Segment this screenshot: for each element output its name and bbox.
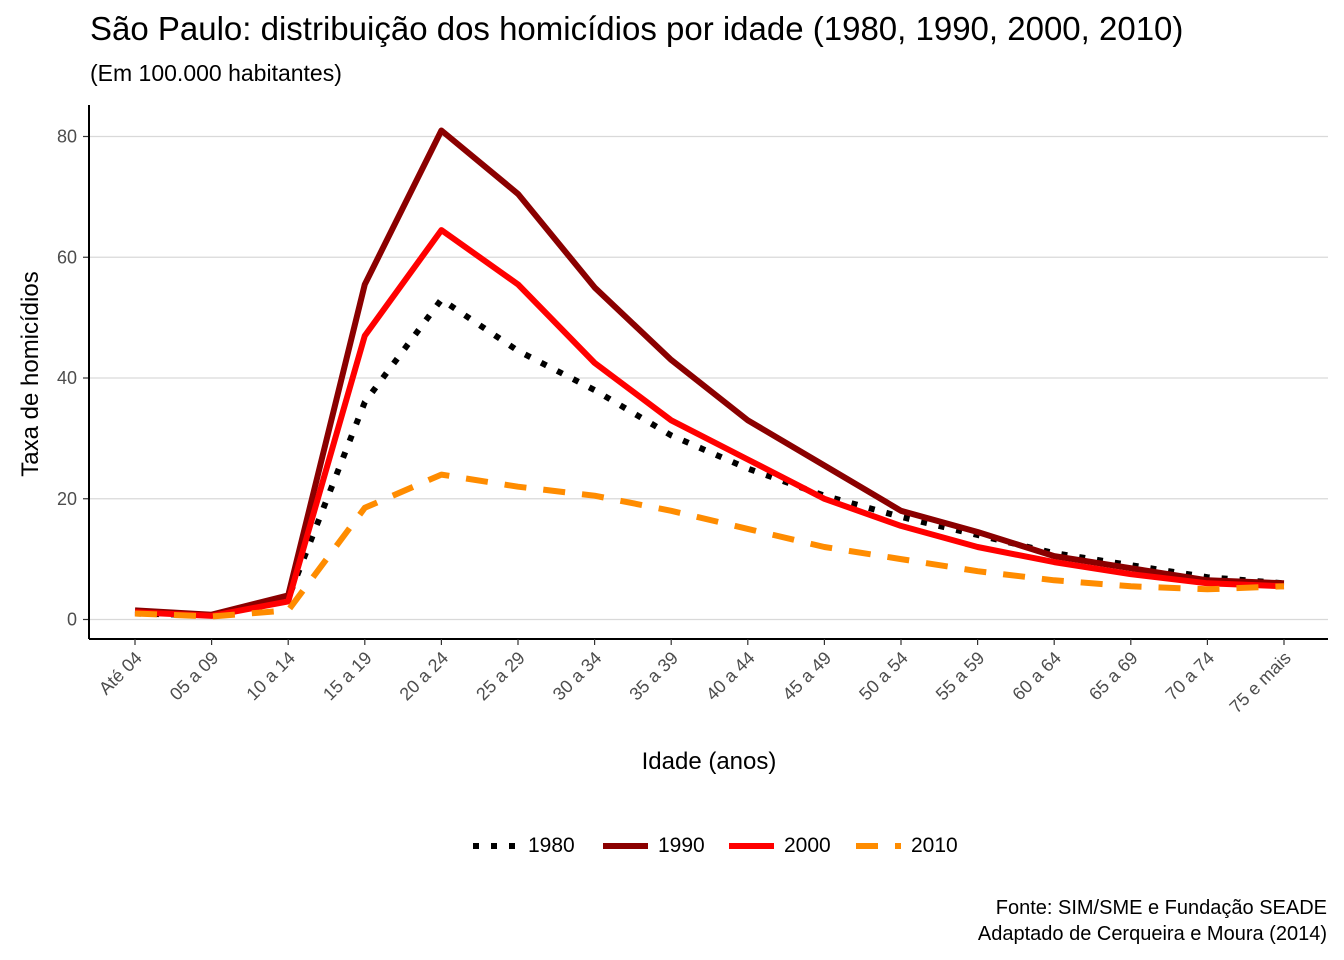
caption: Fonte: SIM/SME e Fundação SEADE Adaptado… xyxy=(978,895,1327,947)
chart-title: São Paulo: distribuição dos homicídios p… xyxy=(90,10,1184,47)
legend-label: 2000 xyxy=(784,834,831,857)
legend-key-2000 xyxy=(729,843,774,849)
axes xyxy=(83,105,1328,645)
y-tick-label: 80 xyxy=(57,127,77,147)
x-tick-label: 20 a 24 xyxy=(396,648,453,705)
x-tick-label: 35 a 39 xyxy=(625,648,682,705)
x-tick-label: 65 a 69 xyxy=(1085,648,1142,705)
y-tick-label: 60 xyxy=(57,247,77,267)
legend-label: 1980 xyxy=(528,834,575,857)
legend-label: 1990 xyxy=(658,834,705,857)
series-lines xyxy=(134,127,1285,620)
series-line-2000 xyxy=(134,227,1285,619)
x-axis-label: Idade (anos) xyxy=(641,748,777,775)
legend-key-1980 xyxy=(473,843,518,849)
grid-lines xyxy=(89,135,1328,621)
x-tick-label: 05 a 09 xyxy=(166,648,223,705)
caption-source: Fonte: SIM/SME e Fundação SEADE xyxy=(995,897,1327,919)
x-tick-label: Até 04 xyxy=(95,648,146,699)
legend-item-2010: 2010 xyxy=(853,828,958,864)
x-tick-label: 25 a 29 xyxy=(472,648,529,705)
x-tick-label: 50 a 54 xyxy=(855,648,912,705)
legend-key-2010 xyxy=(856,843,901,849)
legend-key-1990 xyxy=(603,843,648,849)
x-tick-label: 10 a 14 xyxy=(242,648,299,705)
legend-item-1980: 1980 xyxy=(470,828,575,864)
x-tick-label: 30 a 34 xyxy=(549,648,606,705)
x-tick-labels: Até 04 05 a 09 10 a 14 15 a 19 20 a 24 25 a 2… xyxy=(95,648,1295,717)
series-line-1990 xyxy=(134,127,1285,618)
x-tick-label: 55 a 59 xyxy=(932,648,989,705)
legend-label: 2010 xyxy=(911,834,958,857)
y-tick-label: 20 xyxy=(57,489,77,509)
legend: 1980 1990 2000 2010 xyxy=(0,828,1344,868)
y-axis-label: Taxa de homicídios xyxy=(17,271,44,477)
y-tick-label: 0 xyxy=(67,610,77,630)
y-tick-labels: 0 20 40 60 80 xyxy=(57,127,77,630)
x-tick-label: 15 a 19 xyxy=(319,648,376,705)
chart-subtitle: (Em 100.000 habitantes) xyxy=(90,60,342,86)
x-tick-label: 45 a 49 xyxy=(779,648,836,705)
x-tick-label: 70 a 74 xyxy=(1162,648,1219,705)
y-tick-label: 40 xyxy=(57,368,77,388)
series-line-2010 xyxy=(134,471,1285,620)
x-tick-label: 40 a 44 xyxy=(702,648,759,705)
x-tick-label: 60 a 64 xyxy=(1008,648,1065,705)
x-tick-label: 75 e mais xyxy=(1225,648,1294,717)
legend-item-1990: 1990 xyxy=(600,828,705,864)
caption-adapted: Adaptado de Cerqueira e Moura (2014) xyxy=(977,923,1327,945)
legend-item-2000: 2000 xyxy=(726,828,831,864)
